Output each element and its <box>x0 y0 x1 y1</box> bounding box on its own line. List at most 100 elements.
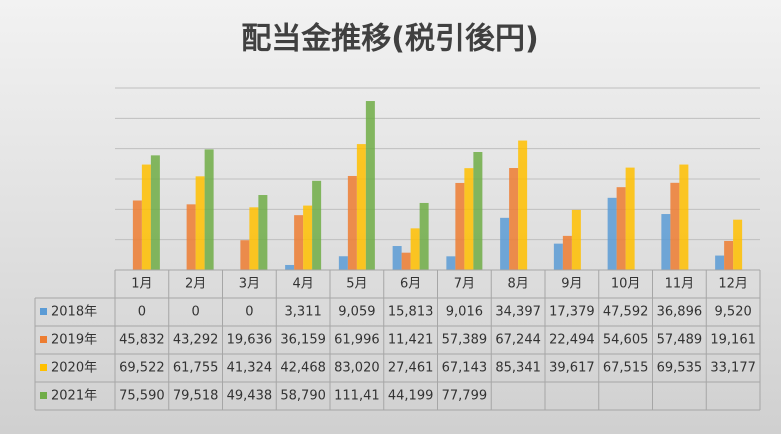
legend-swatch <box>40 308 47 315</box>
bar <box>204 149 214 270</box>
table-value: 17,379 <box>549 305 595 320</box>
bar <box>150 155 160 270</box>
bar <box>670 182 680 270</box>
legend-swatch <box>40 364 47 371</box>
x-tick-label: 8月 <box>507 277 528 292</box>
x-tick-label: 7月 <box>454 277 475 292</box>
legend-label: 2020年 <box>51 361 97 376</box>
x-tick-label: 9月 <box>561 277 582 292</box>
legend-swatch <box>40 392 47 399</box>
table-value: 19,636 <box>227 333 273 348</box>
table-value: 47,592 <box>603 305 649 320</box>
bar <box>312 180 322 270</box>
table-value: 39,617 <box>549 361 595 376</box>
bar <box>410 228 420 270</box>
table-value: 0 <box>138 305 146 320</box>
bar <box>553 243 563 270</box>
bar <box>446 256 456 270</box>
table-value: 57,489 <box>657 333 703 348</box>
bar <box>141 164 151 270</box>
table-value: 11,421 <box>388 333 434 348</box>
bar <box>419 202 429 270</box>
bar <box>464 168 474 270</box>
x-tick-label: 3月 <box>239 277 260 292</box>
bar <box>509 168 519 270</box>
table-value: 79,518 <box>173 389 219 404</box>
table-value: 9,059 <box>338 305 375 320</box>
table-value: 69,522 <box>119 361 165 376</box>
table-value: 54,605 <box>603 333 649 348</box>
bar <box>285 264 295 270</box>
bar <box>401 252 411 270</box>
bar <box>195 176 205 270</box>
table-value: 9,016 <box>446 305 483 320</box>
legend-label: 2021年 <box>51 389 97 404</box>
x-tick-label: 5月 <box>346 277 367 292</box>
bar <box>473 152 483 270</box>
bar <box>347 175 357 270</box>
table-value: 15,813 <box>388 305 434 320</box>
x-tick-label: 12月 <box>718 277 748 292</box>
chart-title: 配当金推移(税引後円) <box>241 22 538 57</box>
x-tick-label: 4月 <box>292 277 313 292</box>
table-value: 34,397 <box>495 305 541 320</box>
table-value: 0 <box>191 305 199 320</box>
x-tick-label: 11月 <box>665 277 695 292</box>
table-value: 49,438 <box>227 389 273 404</box>
table-value: 58,790 <box>280 389 326 404</box>
table-value: 3,311 <box>285 305 322 320</box>
bar <box>392 246 402 270</box>
bar <box>294 215 304 270</box>
table-value: 43,292 <box>173 333 219 348</box>
table-value: 45,832 <box>119 333 165 348</box>
table-value: 67,244 <box>495 333 541 348</box>
table-value: 42,468 <box>280 361 326 376</box>
bar <box>240 240 250 270</box>
bar <box>733 219 743 270</box>
bar <box>132 200 142 270</box>
x-tick-label: 10月 <box>611 277 641 292</box>
legend-label: 2019年 <box>51 333 97 348</box>
table-value: 61,996 <box>334 333 380 348</box>
table-value: 85,341 <box>495 361 541 376</box>
bar <box>258 195 268 270</box>
x-tick-label: 1月 <box>131 277 152 292</box>
bar <box>724 240 734 270</box>
bar <box>607 197 617 270</box>
table-value: 69,535 <box>657 361 703 376</box>
table-value: 41,324 <box>227 361 273 376</box>
bar <box>562 235 572 270</box>
bar <box>616 187 626 270</box>
table-value: 22,494 <box>549 333 595 348</box>
table-value: 67,515 <box>603 361 649 376</box>
x-tick-label: 2月 <box>185 277 206 292</box>
table-value: 27,461 <box>388 361 434 376</box>
bar <box>625 167 635 270</box>
table-value: 67,143 <box>442 361 488 376</box>
table-value: 33,177 <box>710 361 756 376</box>
table-value: 9,520 <box>715 305 752 320</box>
bar <box>518 140 528 270</box>
table-value: 36,159 <box>280 333 326 348</box>
table-value: 44,199 <box>388 389 434 404</box>
bar <box>500 217 510 270</box>
bar <box>338 256 348 270</box>
table-value: 19,161 <box>710 333 756 348</box>
bar <box>186 204 196 270</box>
table-value: 75,590 <box>119 389 165 404</box>
bar <box>571 209 581 270</box>
legend-label: 2018年 <box>51 305 97 320</box>
bar <box>249 207 259 270</box>
bar <box>356 144 366 270</box>
table-value: 111,41 <box>334 389 380 404</box>
bar <box>679 164 689 270</box>
table-value: 83,020 <box>334 361 380 376</box>
bar <box>455 182 465 270</box>
bar <box>365 101 375 270</box>
table-value: 57,389 <box>442 333 488 348</box>
table-value: 0 <box>245 305 253 320</box>
table-value: 36,896 <box>657 305 703 320</box>
table-value: 61,755 <box>173 361 219 376</box>
